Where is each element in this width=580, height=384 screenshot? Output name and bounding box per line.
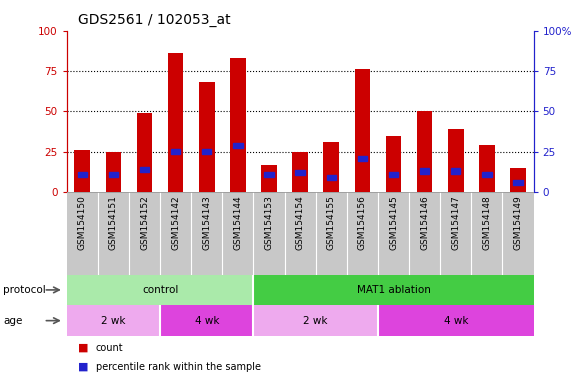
Text: GSM154150: GSM154150: [78, 195, 87, 250]
Text: 2 wk: 2 wk: [303, 316, 328, 326]
Text: GDS2561 / 102053_at: GDS2561 / 102053_at: [78, 13, 231, 27]
Bar: [327, 175, 336, 180]
Text: GSM154145: GSM154145: [389, 195, 398, 250]
Text: GSM154153: GSM154153: [264, 195, 274, 250]
Text: control: control: [142, 285, 178, 295]
Bar: [253, 305, 378, 336]
Bar: [378, 305, 534, 336]
Bar: [448, 129, 463, 192]
Bar: [106, 152, 121, 192]
Bar: [129, 192, 160, 275]
Bar: [168, 53, 183, 192]
Bar: [378, 192, 409, 275]
Bar: [316, 192, 347, 275]
Text: GSM154154: GSM154154: [296, 195, 304, 250]
Bar: [137, 113, 153, 192]
Text: GSM154142: GSM154142: [171, 195, 180, 250]
Bar: [420, 169, 429, 174]
Text: 4 wk: 4 wk: [444, 316, 468, 326]
Bar: [171, 149, 180, 154]
Bar: [472, 192, 502, 275]
Bar: [510, 168, 526, 192]
Bar: [67, 192, 98, 275]
Text: GSM154156: GSM154156: [358, 195, 367, 250]
Bar: [482, 172, 492, 177]
Bar: [513, 180, 523, 185]
Text: GSM154144: GSM154144: [233, 195, 242, 250]
Bar: [230, 58, 246, 192]
Text: GSM154155: GSM154155: [327, 195, 336, 250]
Bar: [264, 172, 274, 177]
Bar: [67, 275, 253, 305]
Bar: [292, 152, 308, 192]
Bar: [191, 192, 222, 275]
Text: ■: ■: [78, 343, 89, 353]
Text: GSM154147: GSM154147: [451, 195, 461, 250]
Text: GSM154152: GSM154152: [140, 195, 149, 250]
Bar: [389, 172, 398, 177]
Text: 4 wk: 4 wk: [194, 316, 219, 326]
Bar: [479, 145, 495, 192]
Bar: [160, 305, 253, 336]
Bar: [253, 275, 534, 305]
Bar: [417, 111, 433, 192]
Text: protocol: protocol: [3, 285, 46, 295]
Bar: [233, 142, 242, 148]
Bar: [451, 169, 461, 174]
Text: GSM154146: GSM154146: [420, 195, 429, 250]
Bar: [409, 192, 440, 275]
Text: ■: ■: [78, 362, 89, 372]
Bar: [386, 136, 401, 192]
Text: MAT1 ablation: MAT1 ablation: [357, 285, 430, 295]
Bar: [440, 192, 472, 275]
Bar: [199, 82, 215, 192]
Bar: [295, 170, 305, 175]
Bar: [358, 156, 367, 161]
Text: GSM154151: GSM154151: [109, 195, 118, 250]
Bar: [108, 172, 118, 177]
Text: GSM154148: GSM154148: [483, 195, 491, 250]
Bar: [354, 70, 370, 192]
Bar: [98, 192, 129, 275]
Bar: [347, 192, 378, 275]
Text: count: count: [96, 343, 124, 353]
Bar: [140, 167, 149, 172]
Bar: [324, 142, 339, 192]
Bar: [67, 305, 160, 336]
Text: percentile rank within the sample: percentile rank within the sample: [96, 362, 260, 372]
Bar: [78, 172, 87, 177]
Text: GSM154149: GSM154149: [513, 195, 523, 250]
Bar: [285, 192, 316, 275]
Bar: [202, 149, 212, 154]
Text: GSM154143: GSM154143: [202, 195, 211, 250]
Text: age: age: [3, 316, 22, 326]
Bar: [261, 165, 277, 192]
Bar: [502, 192, 534, 275]
Bar: [160, 192, 191, 275]
Bar: [253, 192, 285, 275]
Text: 2 wk: 2 wk: [101, 316, 126, 326]
Bar: [74, 150, 90, 192]
Bar: [222, 192, 253, 275]
